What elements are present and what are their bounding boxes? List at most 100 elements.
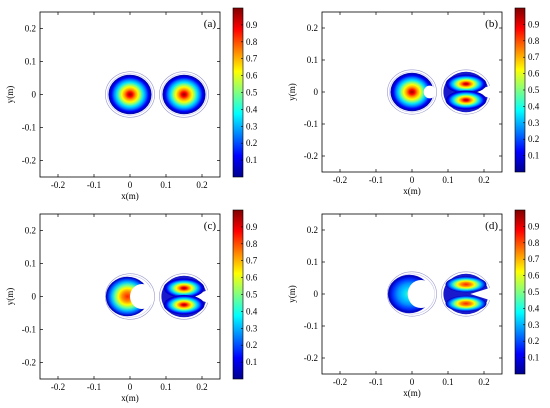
spot-contour [159, 71, 209, 118]
y-tick-label: 0 [32, 90, 37, 100]
chart-panel: -0.2 -0.1 0 0.1 0.2 -0.2 -0.1 0 0.1 0.2 x(m) y(m) (a… [5, 7, 258, 201]
intensity-spot [159, 71, 209, 118]
colorbar-tick-label: 0.6 [528, 69, 540, 79]
spot-fill [390, 72, 434, 112]
colorbar-tick-label: 0.3 [528, 118, 540, 128]
x-tick-label: 0.2 [478, 175, 489, 185]
x-axis-label: x(m) [403, 186, 421, 196]
y-axis-label: y(m) [5, 86, 15, 104]
x-tick-label: 0 [128, 180, 133, 190]
spot-lobe-upper [445, 74, 487, 94]
colorbar-tick-label: 0.7 [528, 52, 540, 62]
y-tick-label: -0.1 [22, 123, 36, 133]
colorbar-tick-label: 0.1 [246, 155, 257, 165]
colorbar-tick-label: 0.7 [246, 54, 258, 64]
x-tick-label: 0 [410, 377, 415, 387]
colorbar-tick-label: 0.5 [528, 287, 540, 297]
colorbar-tick-label: 0.4 [528, 303, 540, 313]
spot-fill [162, 74, 206, 115]
spot-lobe-lower [445, 295, 487, 312]
colorbar-tick-label: 0.8 [246, 37, 258, 47]
spot-contour [441, 69, 491, 115]
x-tick-label: 0 [128, 382, 133, 392]
chart-panel: -0.2 -0.1 0 0.1 0.2 -0.2 -0.1 0 0.1 0.2 x(m) y(m) (b… [287, 7, 540, 196]
colorbar-tick-label: 0.4 [246, 104, 258, 114]
x-tick-label: 0.1 [442, 377, 453, 387]
intensity-spot [105, 273, 155, 320]
y-tick-label: 0.1 [25, 57, 36, 67]
colorbar-tick-label: 0.6 [246, 273, 258, 283]
spot-contour [105, 273, 155, 320]
spot-contour [387, 69, 437, 115]
x-axis-label: x(m) [121, 393, 139, 403]
spot-lobe-lower [163, 294, 205, 315]
panel-label: (c) [204, 220, 217, 232]
x-tick-label: -0.2 [333, 377, 347, 387]
spot-contour [387, 271, 437, 317]
y-tick-label: 0.2 [307, 23, 318, 33]
colorbar-tick-label: 0.4 [246, 306, 258, 316]
x-tick-label: 0.1 [160, 382, 171, 392]
colorbar-tick-label: 0.1 [528, 353, 539, 363]
x-tick-label: 0.2 [196, 180, 207, 190]
spot-contour [107, 73, 153, 116]
colorbar-tick-label: 0.8 [528, 36, 540, 46]
x-tick-label: -0.1 [87, 180, 101, 190]
spot-fill [387, 274, 432, 314]
y-axis-label: y(m) [287, 83, 297, 101]
colorbar-tick-label: 0.9 [528, 19, 540, 29]
intensity-spot [441, 271, 491, 317]
x-axis-label: x(m) [121, 191, 139, 201]
colorbar-tick-label: 0.8 [246, 239, 258, 249]
y-axis-label: y(m) [5, 288, 15, 306]
y-tick-label: 0.1 [25, 259, 36, 269]
colorbar-tick-label: 0.2 [528, 134, 539, 144]
spot-contour [441, 271, 491, 317]
colorbar-tick-label: 0.8 [528, 238, 540, 248]
x-tick-label: -0.1 [87, 382, 101, 392]
y-tick-label: -0.2 [22, 358, 36, 368]
panel-label: (b) [485, 18, 498, 30]
y-tick-label: 0.2 [25, 226, 36, 236]
y-tick-label: 0.1 [307, 55, 318, 65]
intensity-spot [105, 71, 155, 118]
intensity-spot [387, 69, 437, 115]
spot-contour [159, 273, 209, 320]
spot-contour [105, 71, 155, 118]
colorbar-tick-label: 0.5 [528, 85, 540, 95]
chart-panel: -0.2 -0.1 0 0.1 0.2 -0.2 -0.1 0 0.1 0.2 x(m) y(m) (c… [5, 209, 258, 403]
colorbar-tick-label: 0.7 [246, 256, 258, 266]
y-tick-label: -0.2 [304, 353, 318, 363]
colorbar-tick-label: 0.3 [528, 320, 540, 330]
x-tick-label: -0.2 [333, 175, 347, 185]
colorbar-tick-label: 0.5 [246, 88, 258, 98]
y-tick-label: -0.1 [22, 325, 36, 335]
x-tick-label: 0.1 [160, 180, 171, 190]
spot-contour [161, 73, 207, 116]
y-tick-label: -0.1 [304, 321, 318, 331]
spot-lobe-upper [163, 278, 205, 299]
colorbar-tick-label: 0.2 [246, 138, 257, 148]
y-tick-label: 0.2 [25, 24, 36, 34]
x-tick-label: 0 [410, 175, 415, 185]
colorbar-tick-label: 0.9 [528, 221, 540, 231]
y-tick-label: 0 [32, 292, 37, 302]
colorbar-tick-label: 0.9 [246, 222, 258, 232]
colorbar-tick-label: 0.3 [246, 323, 258, 333]
spot-lobe-lower [445, 90, 487, 110]
y-tick-label: 0.2 [307, 225, 318, 235]
x-tick-label: 0.1 [442, 175, 453, 185]
x-axis-label: x(m) [403, 388, 421, 398]
y-tick-label: -0.1 [304, 119, 318, 129]
x-tick-label: -0.1 [369, 175, 383, 185]
x-tick-label: 0.2 [478, 377, 489, 387]
y-axis-label: y(m) [287, 285, 297, 303]
colorbar-tick-label: 0.2 [246, 340, 257, 350]
y-tick-label: 0 [314, 87, 319, 97]
intensity-spot [441, 69, 491, 115]
x-tick-label: 0.2 [196, 382, 207, 392]
colorbar-tick-label: 0.2 [528, 336, 539, 346]
spot-contour [389, 71, 435, 113]
intensity-spot [387, 271, 437, 317]
